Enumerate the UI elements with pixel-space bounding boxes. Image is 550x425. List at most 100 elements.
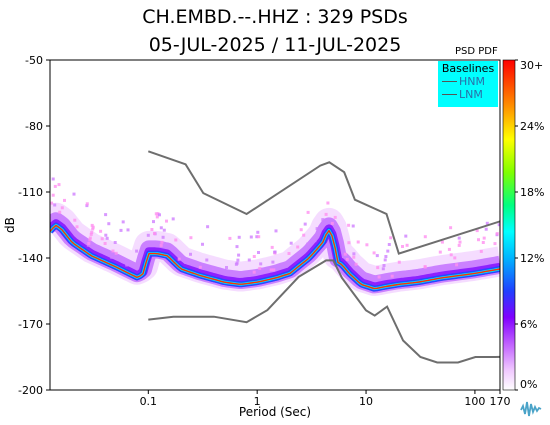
density-cell (324, 212, 328, 216)
density-cell (296, 245, 300, 249)
y-tick-label: -80 (25, 120, 43, 133)
density-cell (60, 206, 64, 210)
density-cell (440, 240, 444, 244)
colorbar-tick-label: 24% (520, 120, 544, 133)
colorbar (502, 59, 516, 391)
density-cell (303, 222, 307, 226)
density-cell (485, 221, 489, 225)
density-cell (53, 184, 57, 188)
density-cell (153, 232, 156, 235)
density-cell (383, 258, 387, 262)
density-cell (270, 245, 274, 249)
density-cell (272, 268, 276, 272)
density-cell (150, 228, 154, 231)
series-line-lnm (148, 259, 500, 364)
density-cell (88, 236, 92, 240)
x-tick-label: 10 (359, 395, 373, 408)
colorbar-tick-label: 6% (520, 318, 537, 331)
density-cell (354, 262, 358, 266)
density-band (50, 224, 500, 290)
y-tick-label: -140 (18, 252, 43, 265)
density-cell (103, 242, 107, 245)
density-cell (352, 255, 356, 259)
density-cell (100, 237, 104, 241)
density-cell (381, 267, 385, 271)
legend: Baselines HNM LNM (438, 61, 498, 107)
density-cell (53, 203, 57, 207)
density-cell (113, 241, 117, 244)
density-cell (475, 229, 479, 233)
density-cell (125, 263, 129, 267)
density-cell (73, 218, 77, 222)
density-cell (497, 223, 500, 227)
density-cell (386, 249, 390, 253)
plot-area (50, 60, 500, 390)
density-cell (160, 240, 164, 244)
density-cell (154, 212, 158, 216)
density-cell (447, 247, 451, 251)
density-cell (258, 266, 262, 270)
density-cell (189, 252, 192, 256)
density-cell (249, 235, 253, 239)
density-cell (135, 249, 139, 253)
density-cell (390, 274, 394, 278)
legend-item-lnm: LNM (442, 88, 498, 101)
density-cell (174, 238, 178, 242)
density-cell (271, 260, 275, 264)
density-cell (458, 240, 462, 244)
density-cell (330, 221, 334, 225)
density-cell (256, 230, 260, 234)
x-axis: 0.1 1 10 100 170 (140, 390, 511, 408)
density-cell (87, 241, 91, 245)
density-cell (159, 226, 163, 230)
density-cell (493, 242, 497, 246)
density-cell (347, 241, 351, 245)
density-cell (453, 256, 457, 260)
density-cell (119, 228, 123, 232)
density-cell (257, 235, 261, 239)
density-cell (177, 257, 181, 261)
colorbar-title: PSD PDF (455, 46, 498, 57)
density-cell (152, 220, 155, 224)
density-cell (63, 198, 66, 202)
density-cell (91, 225, 95, 229)
density-cell (423, 235, 427, 239)
density-cell (255, 235, 259, 239)
density-cell (423, 265, 427, 269)
density-cell (479, 249, 483, 253)
waveform-logo-icon (519, 396, 543, 420)
density-cell (289, 241, 293, 245)
density-cell (159, 243, 163, 247)
density-cell (58, 210, 62, 214)
density-cell (269, 268, 273, 272)
density-cell (228, 236, 232, 240)
density-cell (105, 236, 109, 240)
plot-frame (49, 59, 501, 391)
density-cell (90, 223, 94, 227)
x-tick-label: 100 (464, 395, 485, 408)
colorbar-tick-label: 12% (520, 252, 544, 265)
legend-item-hnm: HNM (442, 75, 498, 88)
density-cell (261, 267, 265, 271)
density-cell (482, 236, 486, 240)
chart-title: CH.EMBD.--.HHZ : 329 PSDs (142, 6, 408, 28)
density-cell (352, 252, 356, 256)
density-cell (161, 235, 165, 239)
density-cell (306, 210, 310, 214)
density-cell (321, 218, 325, 222)
density-cell (376, 266, 380, 270)
density-cell (455, 263, 459, 267)
x-tick-label: 1 (254, 395, 261, 408)
density-cell (287, 252, 291, 255)
density-cell (237, 235, 241, 239)
density-cell (205, 258, 209, 262)
density-cell (198, 265, 202, 269)
density-cell (377, 275, 381, 279)
density-cell (126, 228, 130, 232)
density-cell (449, 253, 453, 257)
density-cell (257, 251, 260, 254)
density-cell (186, 261, 190, 265)
density-cell (365, 243, 369, 247)
density-cell (457, 243, 461, 247)
